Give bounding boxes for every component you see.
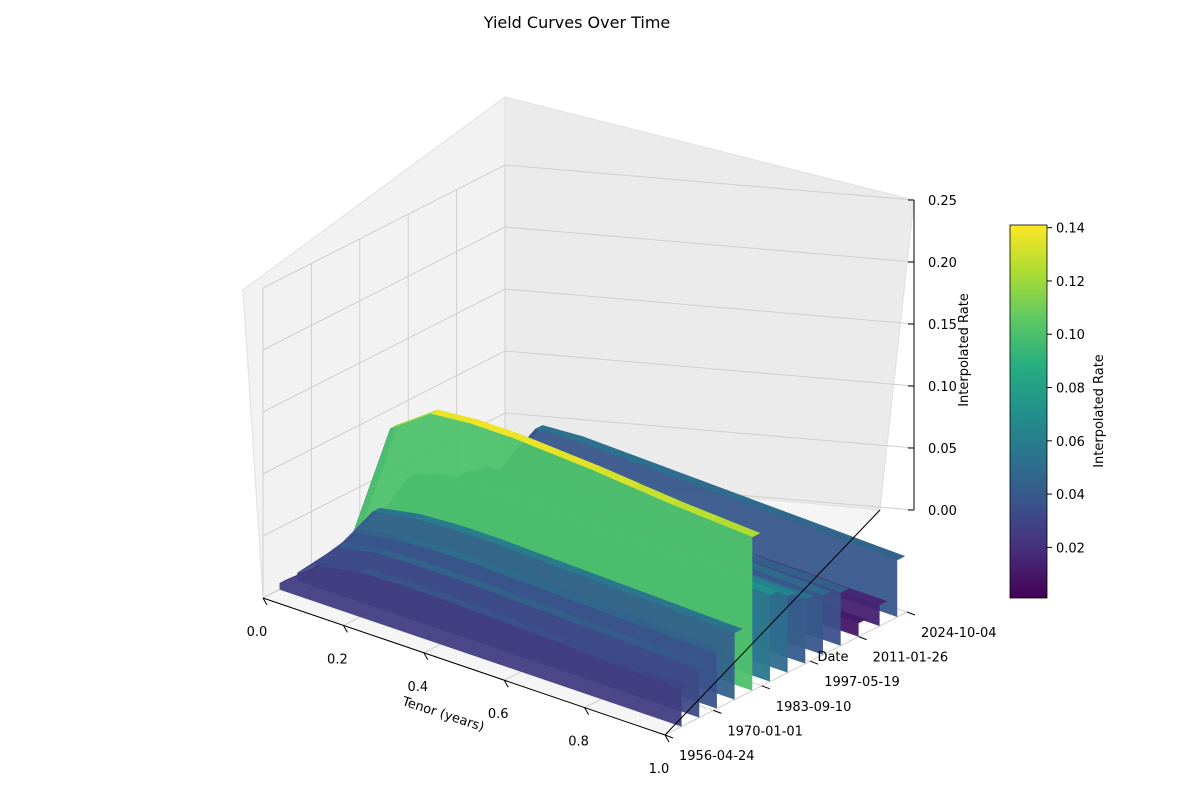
z-axis-label: Interpolated Rate	[957, 293, 972, 407]
chart-title: Yield Curves Over Time	[483, 13, 671, 32]
y-tick-label: 1970-01-01	[727, 724, 803, 739]
x-axis-label: Tenor (years)	[399, 694, 486, 735]
x-tick-mark	[423, 652, 429, 661]
colorbar-ticks: 0.02 0.04 0.06 0.08 0.10 0.12 0.14	[1047, 222, 1085, 556]
x-tick-label: 0.0	[247, 625, 268, 640]
y-tick-mark	[810, 660, 819, 665]
y-tick-label: 1983-09-10	[776, 700, 852, 715]
y-tick-mark	[858, 636, 867, 641]
x-tick-mark	[584, 707, 590, 715]
x-tick-mark	[664, 734, 670, 743]
colorbar: 0.02 0.04 0.06 0.08 0.10 0.12 0.14 Interpolate…	[1009, 222, 1107, 599]
x-tick-mark	[503, 679, 509, 688]
x-axis-line	[262, 597, 666, 736]
z-gridline	[262, 226, 915, 351]
colorbar-tick-label: 0.04	[1056, 488, 1085, 503]
y-tick-mark	[906, 611, 916, 616]
z-gridline	[262, 412, 915, 537]
colorbar-tick-label: 0.02	[1056, 541, 1085, 556]
x-tick-mark	[262, 597, 268, 606]
axis-lines	[262, 200, 915, 736]
y-tick-label: 1956-04-24	[679, 749, 755, 764]
yield-surface	[279, 409, 906, 727]
tick-labels: 0.0 0.2 0.4 0.6 0.8 1.0 1956-04-24 1970-01-01 19…	[247, 194, 997, 777]
colorbar-tick-label: 0.14	[1056, 222, 1085, 237]
y-axis-line	[664, 509, 881, 736]
colorbar-tick-label: 0.12	[1056, 275, 1085, 290]
z-tick-label: 0.25	[928, 194, 957, 209]
z-tick-label: 0.10	[928, 380, 957, 395]
z-tick-label: 0.20	[928, 256, 957, 271]
colorbar-gradient	[1009, 224, 1048, 599]
y-tick-label: 1997-05-19	[824, 675, 900, 690]
z-gridline	[262, 350, 915, 475]
x-gridline	[664, 611, 908, 736]
colorbar-tick-label: 0.08	[1056, 382, 1085, 397]
x-tick-mark	[342, 625, 348, 633]
x-tick-label: 1.0	[649, 762, 670, 777]
z-gridline	[262, 288, 915, 413]
y-tick-mark	[713, 709, 722, 714]
y-tick-mark	[664, 734, 674, 739]
surface-curtain	[279, 566, 682, 727]
z-gridline	[262, 164, 915, 289]
y-tick-label: 2024-10-04	[921, 626, 997, 641]
z-tick-label: 0.05	[928, 442, 957, 457]
x-tick-label: 0.2	[327, 652, 348, 667]
x-tick-label: 0.4	[407, 680, 428, 695]
x-tick-label: 0.8	[568, 735, 589, 750]
colorbar-label: Interpolated Rate	[1092, 354, 1107, 468]
colorbar-tick-label: 0.10	[1056, 328, 1085, 343]
y-axis-label: Date	[817, 650, 848, 665]
colorbar-tick-label: 0.06	[1056, 435, 1085, 450]
z-tick-label: 0.15	[928, 318, 957, 333]
x-tick-label: 0.6	[488, 707, 509, 722]
z-tick-label: 0.00	[928, 504, 957, 519]
y-tick-mark	[761, 685, 770, 690]
y-tick-label: 2011-01-26	[873, 651, 949, 666]
